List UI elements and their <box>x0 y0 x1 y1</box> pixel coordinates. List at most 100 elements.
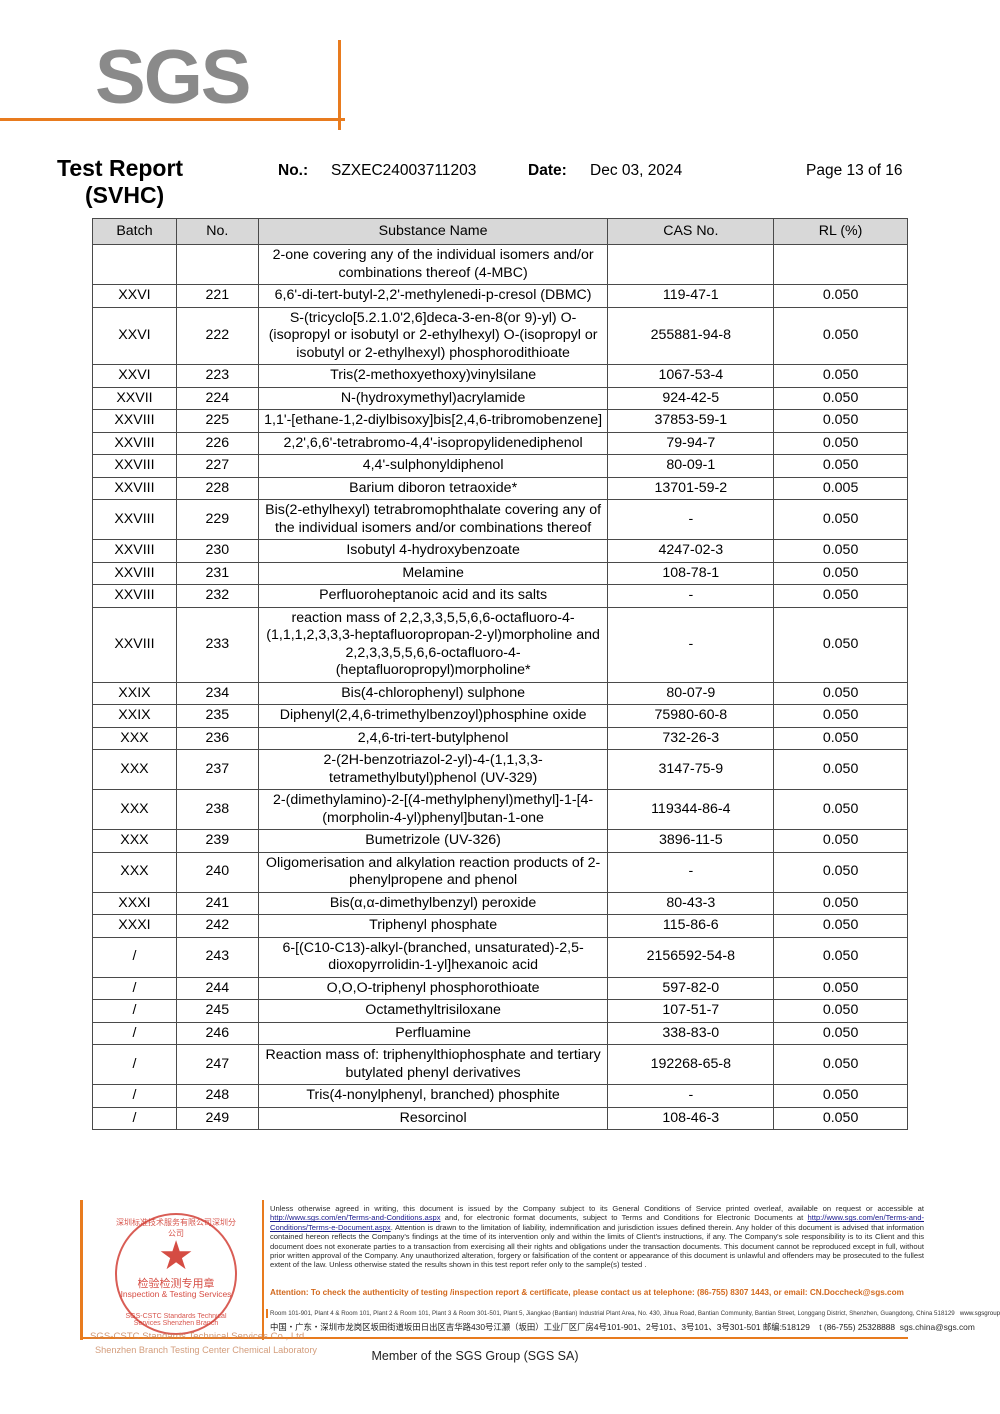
cell-batch: XXVII <box>92 386 177 410</box>
table-row: XXIX 235 Diphenyl(2,4,6-trimethylbenzoyl)p… <box>92 704 908 728</box>
cell-batch: XXVI <box>92 306 177 365</box>
cell-substance: Bumetrizole (UV-326) <box>257 829 609 853</box>
table-body: 2-one covering any of the individual iso… <box>92 244 908 1130</box>
address-chinese: 中国・广东・深圳市龙岗区坂田街道坂田日出区吉华路430号江灏（坂田）工业厂区厂房… <box>270 1322 975 1333</box>
cell-cas: 80-43-3 <box>607 891 775 915</box>
cell-rl: 0.050 <box>773 386 908 410</box>
cell-rl: 0.050 <box>773 829 908 853</box>
cell-no: 223 <box>175 364 259 388</box>
cell-substance: Perfluoroheptanoic acid and its salts <box>257 584 609 608</box>
cell-batch: XXVIII <box>92 499 177 540</box>
report-no-label: No.: <box>278 162 309 179</box>
cell-no: 227 <box>175 454 259 478</box>
cell-no: 232 <box>175 584 259 608</box>
cell-substance: Tris(2-methoxyethoxy)vinylsilane <box>257 364 609 388</box>
cell-substance: 2,2',6,6'-tetrabromo-4,4'-isopropylidene… <box>257 431 609 455</box>
table-row: XXX 239 Bumetrizole (UV-326) 3896-11-5 0.050 <box>92 829 908 853</box>
cell-substance: 2,4,6-tri-tert-butylphenol <box>257 726 609 750</box>
report-no-value: SZXEC24003711203 <box>331 162 477 179</box>
footer-rule-left <box>80 1200 83 1340</box>
cell-substance: Barium diboron tetraoxide* <box>257 476 609 500</box>
cell-rl: 0.050 <box>773 914 908 938</box>
logo-vertical-rule <box>338 40 341 130</box>
cell-no: 233 <box>175 606 259 683</box>
cell-no: 248 <box>175 1084 259 1108</box>
cell-substance: Bis(α,α-dimethylbenzyl) peroxide <box>257 891 609 915</box>
cell-rl: 0.050 <box>773 681 908 705</box>
page-indicator: Page 13 of 16 <box>806 162 903 179</box>
svhc-substance-table: Batch No. Substance Name CAS No. RL (%) … <box>92 218 908 1130</box>
seal-arc-top-text: 深圳标准技术服务有限公司深圳分公司 <box>116 1218 236 1238</box>
table-row: XXVIII 231 Melamine 108-78-1 0.050 <box>92 561 908 585</box>
table-row: XXVIII 225 1,1'-[ethane-1,2-diylbisoxy]bis… <box>92 409 908 433</box>
cell-no: 226 <box>175 431 259 455</box>
authenticity-notice: Attention: To check the authenticity of … <box>270 1288 904 1297</box>
cell-rl: 0.050 <box>773 1044 908 1085</box>
seal-cn-text: 检验检测专用章 <box>137 1278 215 1290</box>
address-english: Room 101-901, Plant 4 & Room 101, Plant … <box>270 1310 1000 1318</box>
table-row: XXVIII 233 reaction mass of 2,2,3,3,5,5,6,… <box>92 606 908 683</box>
terms-conditions-link[interactable]: http://www.sgs.com/en/Terms-and-Conditio… <box>270 1213 441 1223</box>
cell-rl: 0.050 <box>773 306 908 365</box>
cell-cas: 255881-94-8 <box>607 306 775 365</box>
report-title-main: Test Report <box>57 155 184 181</box>
cell-no: 224 <box>175 386 259 410</box>
cell-batch: XXX <box>92 749 177 790</box>
cell-cas: 4247-02-3 <box>607 539 775 563</box>
cell-rl: 0.050 <box>773 704 908 728</box>
cell-batch: XXX <box>92 851 177 893</box>
page-title: Test Report (SVHC) <box>57 155 267 209</box>
cell-no: 239 <box>175 829 259 853</box>
cell-substance: Oligomerisation and alkylation reaction … <box>257 851 609 893</box>
cell-substance: 1,1'-[ethane-1,2-diylbisoxy]bis[2,4,6-tr… <box>257 409 609 433</box>
cell-batch: XXXI <box>92 914 177 938</box>
phone-chinese: t (86-755) 25328888 <box>819 1322 896 1332</box>
table-row: /243 6-[(C10-C13)-alkyl-(branched, unsatu… <box>92 936 908 978</box>
cell-cas: 1067-53-4 <box>607 364 775 388</box>
cell-rl: 0.050 <box>773 409 908 433</box>
cell-rl: 0.050 <box>773 539 908 563</box>
cell-cas: 80-09-1 <box>607 454 775 478</box>
address-accent-bar <box>266 1309 268 1318</box>
table-row: /245 Octamethyltrisiloxane 107-51-7 0.050 <box>92 999 908 1023</box>
cell-rl: 0.050 <box>773 891 908 915</box>
cell-rl: 0.050 <box>773 454 908 478</box>
cell-batch: / <box>92 1021 177 1045</box>
cell-batch: / <box>92 976 177 1000</box>
footer-rule-middle <box>262 1200 264 1340</box>
table-row: XXXI 241 Bis(α,α-dimethylbenzyl) peroxide 8… <box>92 891 908 915</box>
cell-rl <box>773 244 908 285</box>
cell-substance: S-(tricyclo[5.2.1.0'2,6]deca-3-en-8(or 9… <box>257 306 609 365</box>
email-chinese[interactable]: sgs.china@sgs.com <box>899 1322 975 1332</box>
cell-batch: XXVIII <box>92 539 177 563</box>
terms-e-document-link[interactable]: http://www.sgs.com/en/Terms-and-Conditio… <box>270 1213 924 1232</box>
seal-circle <box>115 1213 237 1335</box>
cell-cas: 338-83-0 <box>607 1021 775 1045</box>
cell-cas: 13701-59-2 <box>607 476 775 500</box>
report-date-value: Dec 03, 2024 <box>590 162 683 179</box>
col-header-batch: Batch <box>92 218 177 245</box>
table-row: 2-one covering any of the individual iso… <box>92 244 908 285</box>
col-header-substance: Substance Name <box>257 218 609 245</box>
cell-cas: 3896-11-5 <box>607 829 775 853</box>
cell-rl: 0.050 <box>773 976 908 1000</box>
cell-cas: 597-82-0 <box>607 976 775 1000</box>
cell-batch: / <box>92 999 177 1023</box>
cell-cas: 108-78-1 <box>607 561 775 585</box>
cell-no: 230 <box>175 539 259 563</box>
cell-no: 243 <box>175 936 259 978</box>
cell-rl: 0.050 <box>773 1084 908 1108</box>
cell-batch: XXX <box>92 789 177 830</box>
report-date-label: Date: <box>528 162 567 179</box>
col-header-rl: RL (%) <box>773 218 908 245</box>
address-chinese-text: 中国・广东・深圳市龙岗区坂田街道坂田日出区吉华路430号江灏（坂田）工业厂区厂房… <box>270 1322 810 1332</box>
cell-substance: 2-(dimethylamino)-2-[(4-methylphenyl)met… <box>257 789 609 830</box>
cell-rl: 0.050 <box>773 936 908 978</box>
disclaimer-part-2: and, for electronic format documents, su… <box>440 1213 808 1223</box>
website-url[interactable]: www.sgsgroup.com.cn <box>959 1310 1000 1317</box>
cell-batch: / <box>92 1084 177 1108</box>
table-row: XXVIII 232 Perfluoroheptanoic acid and its… <box>92 584 908 608</box>
footer-rule-bottom <box>80 1337 908 1339</box>
cell-no: 240 <box>175 851 259 893</box>
seal-arc-bottom-text: SGS-CSTC Standards Technical Services Sh… <box>125 1313 227 1327</box>
